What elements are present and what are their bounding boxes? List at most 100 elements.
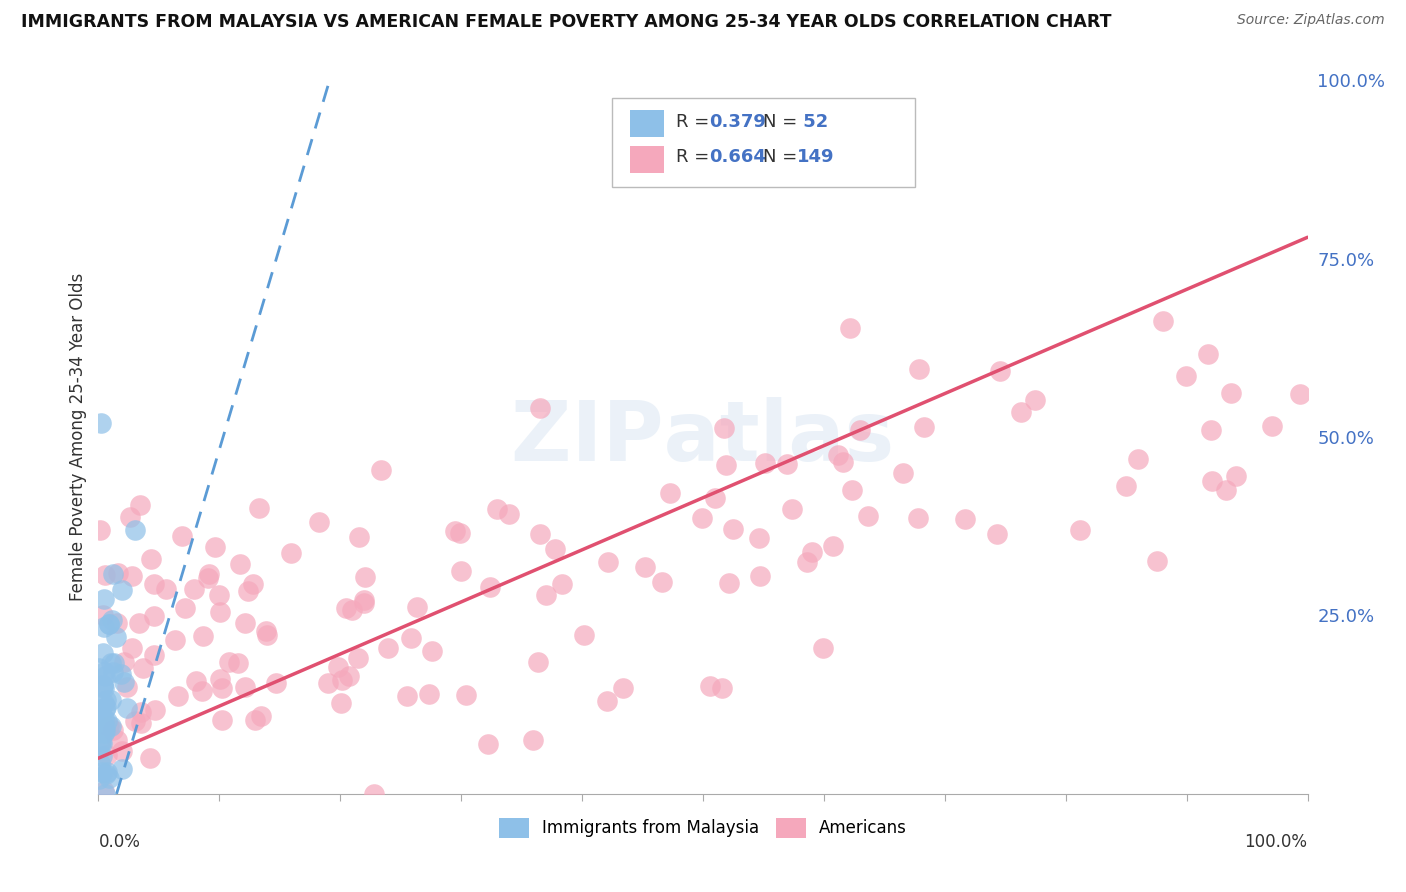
Point <box>534 588 557 602</box>
Point <box>111 763 134 777</box>
Text: ZIP​atlas: ZIP​atlas <box>512 397 894 477</box>
Point <box>94 702 117 716</box>
Point <box>849 423 872 437</box>
Point <box>856 508 879 523</box>
Point <box>94 700 117 714</box>
Point <box>988 364 1011 378</box>
Point <box>93 591 115 606</box>
Text: Source: ZipAtlas.com: Source: ZipAtlas.com <box>1237 13 1385 28</box>
Point <box>128 615 150 630</box>
Point <box>572 628 595 642</box>
Point <box>953 511 976 525</box>
Text: 52: 52 <box>797 112 828 130</box>
Point <box>596 555 619 569</box>
Point <box>100 719 122 733</box>
Point <box>141 551 163 566</box>
Point <box>111 582 134 597</box>
Point <box>87 661 110 675</box>
Point <box>634 560 657 574</box>
Point <box>986 526 1008 541</box>
Point <box>101 665 124 679</box>
Point <box>353 592 375 607</box>
FancyBboxPatch shape <box>630 146 664 173</box>
Point <box>105 733 128 747</box>
Point <box>1152 314 1174 328</box>
Point <box>100 657 122 671</box>
Point <box>347 650 370 665</box>
Point <box>893 466 915 480</box>
Point <box>228 557 250 571</box>
Point <box>831 455 853 469</box>
Point <box>721 522 744 536</box>
Point <box>550 577 572 591</box>
Point <box>91 607 114 622</box>
Point <box>1128 451 1150 466</box>
Point <box>208 672 231 686</box>
Point <box>326 660 349 674</box>
Point <box>96 714 118 728</box>
Point <box>97 616 120 631</box>
Point <box>658 486 681 500</box>
Point <box>139 751 162 765</box>
Text: R =: R = <box>676 148 716 166</box>
Point <box>93 696 115 710</box>
Point <box>238 583 260 598</box>
Point <box>110 666 132 681</box>
Point <box>1146 554 1168 568</box>
Point <box>418 687 440 701</box>
Point <box>94 723 117 738</box>
Point <box>98 772 121 786</box>
Point <box>111 743 134 757</box>
Point <box>363 787 385 801</box>
Point <box>1225 469 1247 483</box>
Point <box>370 463 392 477</box>
Point <box>754 456 776 470</box>
Point <box>191 684 214 698</box>
Point <box>748 531 770 545</box>
Point <box>90 724 112 739</box>
Point <box>105 630 128 644</box>
Point <box>211 714 233 728</box>
Point <box>823 539 845 553</box>
Point <box>105 616 128 631</box>
Point <box>699 679 721 693</box>
Point <box>330 673 353 687</box>
Point <box>450 564 472 578</box>
Point <box>912 419 935 434</box>
Point <box>191 629 214 643</box>
Point <box>100 693 122 707</box>
Point <box>395 689 418 703</box>
Point <box>522 733 544 747</box>
Point <box>94 567 117 582</box>
Point <box>118 510 141 524</box>
Point <box>1069 523 1091 537</box>
Point <box>1175 368 1198 383</box>
Point <box>94 767 117 781</box>
Y-axis label: Female Poverty Among 25-34 Year Olds: Female Poverty Among 25-34 Year Olds <box>69 273 87 601</box>
Point <box>142 577 165 591</box>
Point <box>233 616 256 631</box>
Point <box>91 718 114 732</box>
Point <box>337 669 360 683</box>
Point <box>155 582 177 596</box>
Point <box>186 673 208 688</box>
Point <box>129 716 152 731</box>
Point <box>167 689 190 703</box>
Point <box>254 624 277 638</box>
Point <box>1219 386 1241 401</box>
Point <box>308 515 330 529</box>
Point <box>174 601 197 615</box>
Point <box>112 674 135 689</box>
Point <box>103 656 125 670</box>
Text: R =: R = <box>676 112 716 130</box>
Text: N =: N = <box>763 112 803 130</box>
Point <box>401 631 423 645</box>
Point <box>112 655 135 669</box>
Point <box>89 737 111 751</box>
Point <box>749 569 772 583</box>
Point <box>1010 405 1032 419</box>
Point <box>718 576 741 591</box>
Point <box>1115 478 1137 492</box>
Text: 0.664: 0.664 <box>709 148 766 166</box>
Point <box>796 555 818 569</box>
